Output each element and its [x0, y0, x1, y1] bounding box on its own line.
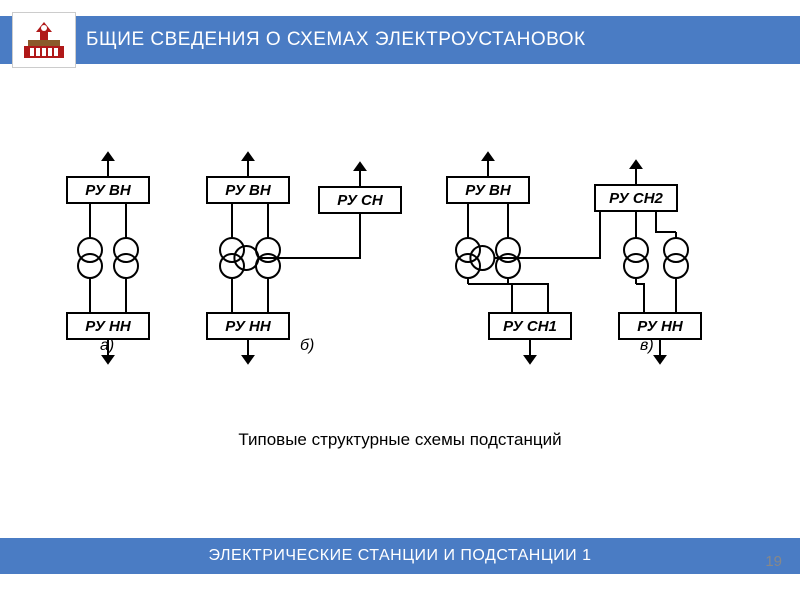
transformer-winding — [664, 254, 688, 278]
ru-box-label: РУ СН2 — [609, 190, 663, 207]
slide-title: БЩИЕ СВЕДЕНИЯ О СХЕМАХ ЭЛЕКТРОУСТАНОВОК — [86, 29, 586, 51]
sub-figure-label: в) — [640, 337, 654, 354]
transformer-winding — [470, 246, 494, 270]
page-number: 19 — [765, 553, 782, 570]
footer-bar: ЭЛЕКТРИЧЕСКИЕ СТАНЦИИ И ПОДСТАНЦИИ 1 — [0, 538, 800, 574]
caption: Типовые структурные схемы подстанций — [0, 430, 800, 450]
ru-box-label: РУ ВН — [225, 182, 272, 199]
ru-box-label: РУ НН — [85, 318, 132, 335]
ru-box-label: РУ ВН — [465, 182, 512, 199]
ru-box-label: РУ СН — [337, 192, 384, 209]
transformer-winding — [114, 254, 138, 278]
diagram-area: РУ ВН РУ НН а) РУ ВН РУ СН РУ НН б) РУ ВН РУ СН1… — [0, 120, 800, 400]
title-band: БЩИЕ СВЕДЕНИЯ О СХЕМАХ ЭЛЕКТРОУСТАНОВОК — [0, 16, 800, 64]
sub-figure-label: а) — [100, 337, 114, 354]
transformer-winding — [78, 254, 102, 278]
transformer-winding — [220, 254, 244, 278]
caption-text: Типовые структурные схемы подстанций — [238, 430, 561, 449]
university-logo-icon — [22, 18, 66, 62]
transformer-winding — [456, 254, 480, 278]
substation-diagram: РУ ВН РУ НН а) РУ ВН РУ СН РУ НН б) РУ ВН РУ СН1… — [0, 120, 800, 400]
footer-band: ЭЛЕКТРИЧЕСКИЕ СТАНЦИИ И ПОДСТАНЦИИ 1 — [0, 538, 800, 574]
header-bar: БЩИЕ СВЕДЕНИЯ О СХЕМАХ ЭЛЕКТРОУСТАНОВОК — [0, 16, 800, 64]
logo — [12, 12, 76, 68]
ru-box-label: РУ НН — [225, 318, 272, 335]
transformer-winding — [234, 246, 258, 270]
sub-figure-label: б) — [300, 337, 314, 354]
ru-box-label: РУ ВН — [85, 182, 132, 199]
footer-text: ЭЛЕКТРИЧЕСКИЕ СТАНЦИИ И ПОДСТАНЦИИ 1 — [208, 547, 591, 565]
transformer-winding — [624, 254, 648, 278]
slide: БЩИЕ СВЕДЕНИЯ О СХЕМАХ ЭЛЕКТРОУСТАНОВОК … — [0, 0, 800, 600]
ru-box-label: РУ НН — [637, 318, 684, 335]
ru-box-label: РУ СН1 — [503, 318, 557, 335]
